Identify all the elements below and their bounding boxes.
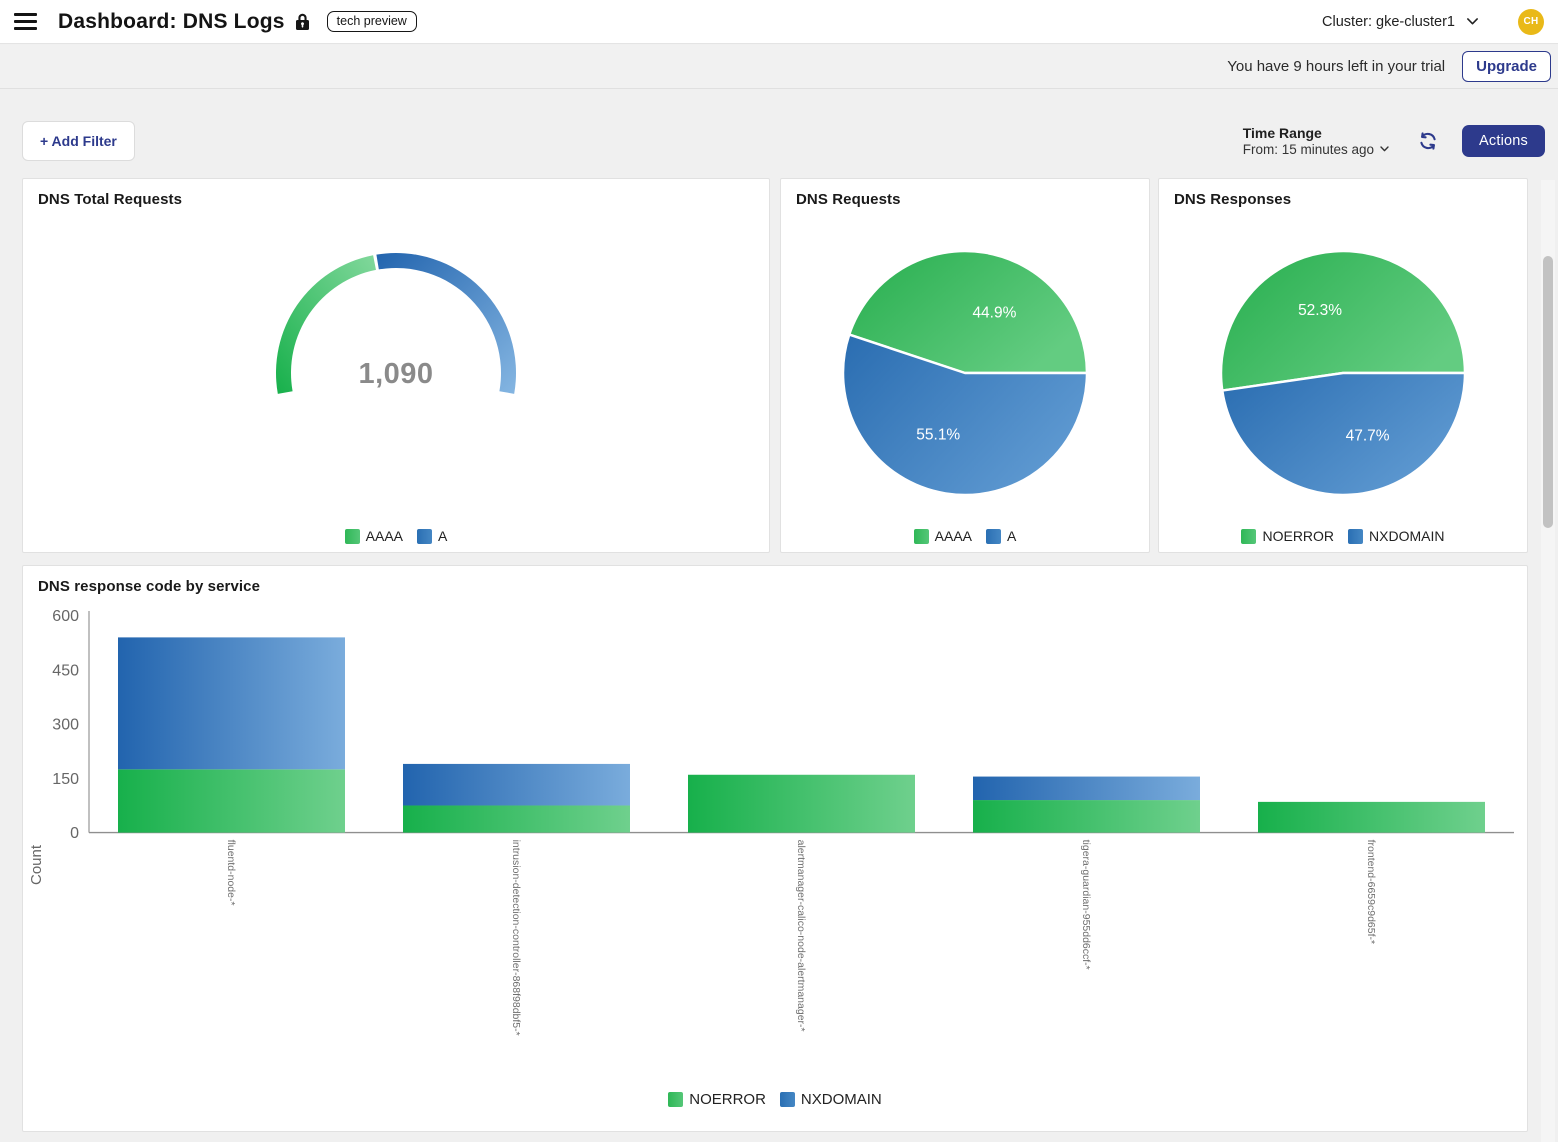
svg-text:52.3%: 52.3% [1298, 302, 1342, 319]
lock-icon [295, 13, 310, 31]
legend-item-a[interactable]: A [417, 528, 447, 544]
legend-label: A [1007, 528, 1017, 544]
actions-button[interactable]: Actions [1462, 125, 1545, 157]
card-dns-requests: DNS Requests 44.9% 55.1% AAAA A [780, 178, 1150, 553]
page-title: Dashboard: DNS Logs [58, 9, 285, 33]
legend-label: NOERROR [1262, 528, 1335, 544]
chart-legend: NOERROR NXDOMAIN [1159, 528, 1527, 544]
gauge-chart: 1,090 [23, 179, 769, 524]
legend-swatch [779, 1092, 795, 1107]
svg-text:Count: Count [28, 844, 45, 885]
cluster-label: Cluster: gke-cluster1 [1322, 13, 1455, 30]
app-header: Dashboard: DNS Logs tech preview Cluster… [0, 0, 1558, 44]
refresh-icon [1420, 132, 1436, 150]
svg-text:55.1%: 55.1% [916, 427, 960, 444]
legend-label: AAAA [934, 528, 972, 544]
bar-chart: 0 150 300 450 600 Count fluentd-node-* intrusio… [23, 566, 1527, 1136]
svg-text:tigera-guardian-955dd6ccf-*: tigera-guardian-955dd6ccf-* [1080, 840, 1092, 970]
legend-item-nxdomain[interactable]: NXDOMAIN [779, 1091, 882, 1108]
legend-swatch [344, 528, 360, 544]
chevron-down-icon [1467, 18, 1478, 25]
card-dns-responses: DNS Responses 52.3% 47.7% NOERROR NXDOMAIN [1158, 178, 1528, 553]
svg-text:0: 0 [70, 825, 79, 842]
legend-label: NOERROR [689, 1091, 766, 1108]
cluster-selector[interactable]: Cluster: gke-cluster1 [1322, 14, 1478, 30]
legend-item-noerror[interactable]: NOERROR [1241, 528, 1334, 544]
legend-item-noerror[interactable]: NOERROR [668, 1091, 766, 1108]
tech-preview-badge: tech preview [326, 11, 417, 32]
legend-item-aaaa[interactable]: AAAA [344, 528, 403, 544]
trial-message: You have 9 hours left in your trial [1227, 58, 1446, 75]
trial-banner: You have 9 hours left in your trial Upgr… [0, 45, 1558, 89]
legend-swatch [417, 528, 432, 544]
card-title: DNS Requests [796, 191, 901, 208]
legend-swatch [1348, 528, 1364, 544]
card-title: DNS Responses [1174, 191, 1292, 208]
legend-label: AAAA [365, 528, 403, 544]
legend-item-a[interactable]: A [986, 528, 1016, 544]
legend-item-aaaa[interactable]: AAAA [913, 528, 972, 544]
svg-text:47.7%: 47.7% [1346, 427, 1390, 444]
time-range-title: Time Range [1242, 124, 1322, 141]
avatar[interactable]: CH [1518, 8, 1544, 35]
legend-swatch [1241, 528, 1257, 544]
svg-text:600: 600 [52, 608, 79, 625]
chart-legend: AAAA A [23, 528, 769, 544]
legend-item-nxdomain[interactable]: NXDOMAIN [1348, 528, 1445, 544]
scrollbar-track[interactable] [1541, 180, 1555, 1142]
dashboard-content: + Add Filter Time Range From: 15 minutes… [0, 90, 1558, 1142]
add-filter-button[interactable]: + Add Filter [22, 121, 135, 161]
time-range-value: From: 15 minutes ago [1243, 141, 1389, 158]
svg-text:alertmanager-calico-node-alert: alertmanager-calico-node-alertmanager-* [795, 840, 807, 1032]
svg-text:intrusion-detection-controller: intrusion-detection-controller-868f98dbf… [510, 840, 522, 1036]
legend-label: NXDOMAIN [1369, 528, 1445, 544]
card-title: DNS Total Requests [38, 191, 183, 208]
time-range-selector[interactable]: Time Range From: 15 minutes ago [1243, 125, 1389, 158]
chart-legend: NOERROR NXDOMAIN [23, 1091, 1527, 1108]
refresh-button[interactable] [1417, 130, 1439, 152]
legend-label: NXDOMAIN [800, 1091, 882, 1108]
svg-text:1,090: 1,090 [358, 358, 433, 390]
scrollbar-thumb[interactable] [1543, 256, 1553, 528]
chart-legend: AAAA A [781, 528, 1149, 544]
card-dns-response-code-by-service: DNS response code by service 0 150 300 450 6… [22, 565, 1528, 1132]
upgrade-button[interactable]: Upgrade [1462, 51, 1551, 82]
pie-chart: 44.9% 55.1% [781, 179, 1149, 524]
svg-text:fluentd-node-*: fluentd-node-* [225, 840, 237, 906]
card-title: DNS response code by service [38, 578, 261, 595]
pie-chart: 52.3% 47.7% [1159, 179, 1527, 524]
svg-text:450: 450 [52, 662, 79, 679]
svg-text:44.9%: 44.9% [972, 305, 1016, 322]
legend-swatch [986, 528, 1001, 544]
menu-icon[interactable] [14, 10, 38, 34]
svg-text:frontend-6659c9d65f-*: frontend-6659c9d65f-* [1365, 840, 1377, 945]
legend-label: A [438, 528, 448, 544]
chevron-down-icon [1380, 146, 1389, 152]
dashboard-toolbar: + Add Filter Time Range From: 15 minutes… [22, 121, 1545, 161]
svg-text:150: 150 [52, 771, 79, 788]
legend-swatch [913, 528, 929, 544]
svg-text:300: 300 [52, 717, 79, 734]
legend-swatch [668, 1092, 684, 1107]
card-dns-total-requests: DNS Total Requests 1,090 AAAA A [22, 178, 770, 553]
